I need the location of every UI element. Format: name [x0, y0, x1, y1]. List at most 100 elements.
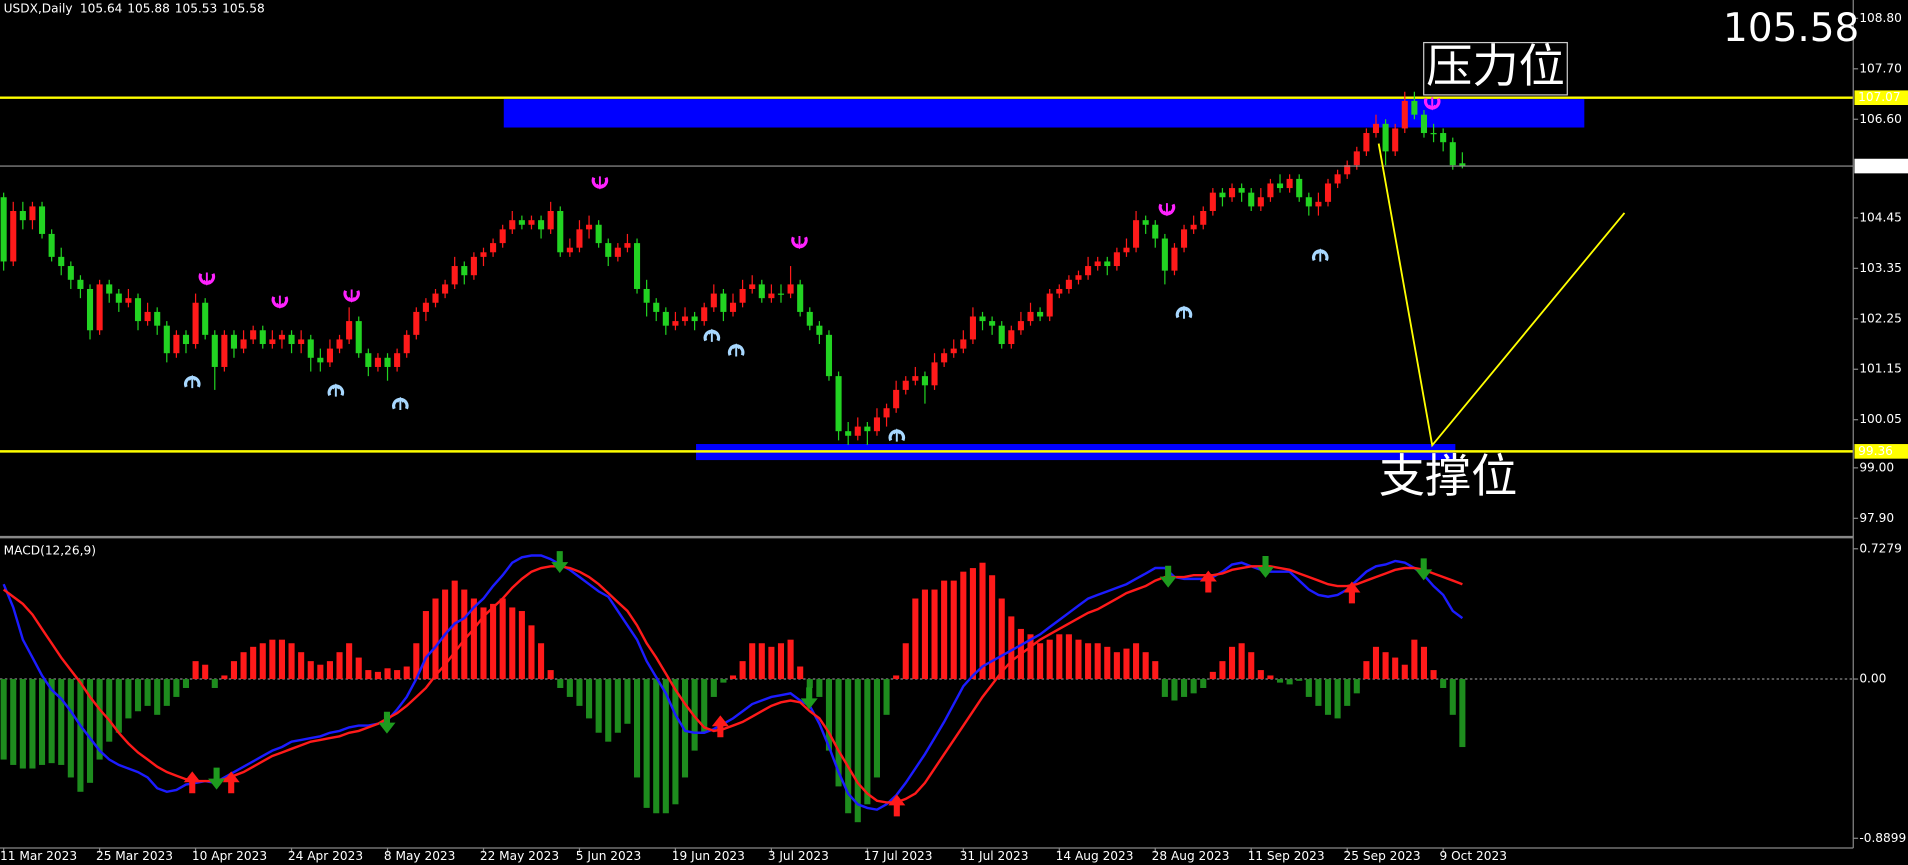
candle-body [326, 348, 333, 363]
candle-body [480, 252, 487, 257]
histogram-bar [1027, 634, 1034, 680]
histogram-bar [1430, 670, 1437, 680]
histogram-bar [1056, 634, 1063, 680]
candle-body [355, 321, 362, 354]
histogram-bar [115, 679, 122, 733]
histogram-bar [547, 670, 554, 680]
histogram-bar [19, 679, 26, 769]
histogram-bar [586, 679, 593, 719]
candle-body [470, 256, 477, 276]
histogram-bar [470, 598, 477, 680]
x-tick-label: 24 Apr 2023 [288, 849, 363, 863]
histogram-bar [633, 679, 641, 778]
candle-body [1276, 183, 1284, 189]
candle-body [1228, 188, 1236, 198]
candle-body [624, 243, 631, 248]
candle-body [1401, 100, 1408, 129]
candle-body [864, 426, 871, 432]
candle-body [67, 266, 74, 280]
x-tick-label: 22 May 2023 [480, 849, 559, 863]
x-tick-label: 28 Aug 2023 [1152, 849, 1230, 863]
histogram-bar [595, 679, 602, 733]
candle-body [1238, 188, 1245, 193]
histogram-bar [576, 679, 583, 706]
histogram-bar [48, 679, 55, 764]
histogram-bar [1142, 652, 1149, 680]
histogram-bar [1315, 679, 1322, 706]
histogram-bar [624, 679, 631, 724]
candle-body [1065, 279, 1072, 289]
annotation-resistance: 压力位 [1426, 39, 1565, 93]
candle-body [1104, 261, 1111, 267]
candle-body [681, 316, 689, 322]
candle-body [403, 334, 410, 354]
candle-body [413, 311, 420, 335]
level-label: 107.07 [1858, 90, 1901, 104]
x-tick-label: 9 Oct 2023 [1440, 849, 1507, 863]
histogram-bar [1324, 679, 1332, 715]
histogram-bar [1420, 646, 1428, 680]
histogram-bar [250, 646, 257, 680]
candle-body [1142, 220, 1149, 225]
candle-body [77, 279, 84, 289]
histogram-bar [1161, 679, 1168, 697]
histogram-bar [1286, 679, 1293, 685]
histogram-bar [950, 580, 957, 680]
x-tick-label: 11 Mar 2023 [0, 849, 77, 863]
candle-body [691, 316, 698, 322]
candle-body [528, 220, 535, 225]
candle-body [10, 211, 17, 262]
candle-body [259, 330, 266, 345]
candle-body [1123, 247, 1130, 253]
candle-body [1324, 183, 1332, 202]
last-price-big: 105.58 [1723, 6, 1859, 51]
histogram-bar [163, 679, 170, 706]
candle-body [374, 357, 381, 367]
candle-body [1392, 128, 1399, 152]
histogram-bar [422, 611, 429, 680]
candle-body [442, 284, 449, 294]
candle-body [758, 284, 765, 299]
candle-body [893, 389, 900, 409]
histogram-bar [1449, 679, 1456, 715]
candle-body [96, 284, 103, 331]
histogram-bar [1382, 652, 1389, 680]
histogram-bar [825, 679, 833, 751]
candle-body [1440, 133, 1447, 143]
histogram-bar [749, 643, 756, 680]
candle-body [1113, 252, 1120, 267]
histogram-bar [864, 679, 871, 805]
y-tick-label: 0.7279 [1859, 541, 1902, 555]
candle-body [1411, 100, 1418, 115]
candle-body [221, 334, 228, 367]
candle-body [144, 311, 151, 322]
candle-body [1315, 201, 1322, 207]
histogram-bar [29, 679, 36, 769]
histogram-bar [106, 679, 113, 742]
histogram-bar [1305, 679, 1312, 697]
candle-body [1296, 178, 1303, 198]
candle-body [48, 233, 55, 257]
plot: 108.80 107.70 106.60 104.45 103.35 102.25 101.… [0, 11, 1908, 863]
candle-body [1372, 123, 1380, 134]
histogram-bar [230, 661, 238, 680]
y-tick-label: 102.25 [1859, 311, 1902, 325]
candle-body [202, 302, 209, 335]
histogram-bar [499, 598, 506, 680]
candle-body [1344, 165, 1351, 175]
annotation-support: 支撑位 [1379, 449, 1518, 503]
candle-body [787, 284, 794, 294]
histogram-bar [1219, 661, 1226, 680]
candle-body [729, 302, 737, 312]
candle-body [614, 247, 621, 257]
header: USDX,Daily 105.64 105.88 105.53 105.58 [4, 1, 265, 15]
candle-body [490, 243, 497, 253]
last-price-label: 105.58 [1858, 159, 1901, 173]
candle-body [902, 380, 909, 390]
candle-body [106, 284, 113, 294]
trend-path [1377, 143, 1626, 448]
histogram-bar [873, 679, 881, 778]
histogram-bar [67, 679, 74, 778]
candle-body [701, 307, 708, 322]
histogram-bar [1046, 639, 1053, 680]
